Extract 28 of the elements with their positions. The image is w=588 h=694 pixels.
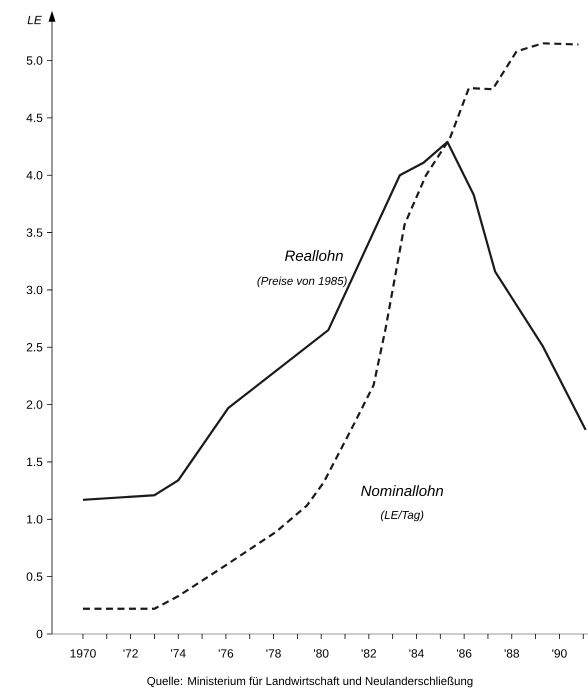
x-tick-label: '78 xyxy=(266,649,281,658)
x-tick-label: '80 xyxy=(314,649,329,658)
text: Nominallohn xyxy=(361,485,444,496)
y-tick-label: 4.0 xyxy=(26,171,42,180)
x-tick-label: '72 xyxy=(123,649,138,658)
x-tick-label: '74 xyxy=(171,649,186,658)
y-tick-label: 3.0 xyxy=(26,286,42,294)
x-tick-label: '88 xyxy=(504,649,520,658)
y-tick-label: 2.5 xyxy=(26,343,42,352)
y-tick-label: 0 xyxy=(36,630,42,638)
x-tick-label: '82 xyxy=(362,649,376,658)
y-tick-label: 4.5 xyxy=(26,114,42,122)
x-tick-label: '76 xyxy=(218,649,234,658)
source-note: Quelle: Ministerium für Landwirtschaft und Neulanderschließung xyxy=(147,676,472,688)
y-axis-title: LE xyxy=(28,16,42,24)
series-label: Reallohn xyxy=(285,250,343,261)
x-tick-label: '90 xyxy=(552,649,567,658)
y-tick-label: 5.0 xyxy=(26,56,42,65)
x-tick-label: 1970 xyxy=(70,649,96,658)
y-tick-label: 0.5 xyxy=(26,572,42,581)
x-tick-label: '86 xyxy=(456,649,472,658)
x-tick-label: '84 xyxy=(409,649,424,658)
annotation: (LE/Tag) xyxy=(380,510,424,522)
y-tick-label: 3.5 xyxy=(26,228,42,237)
annotation: (Preise von 1985) xyxy=(257,276,347,288)
y-tick-label: 1.0 xyxy=(27,515,42,524)
y-tick-label: 2.0 xyxy=(26,400,42,409)
y-tick-label: 1.5 xyxy=(27,458,42,466)
